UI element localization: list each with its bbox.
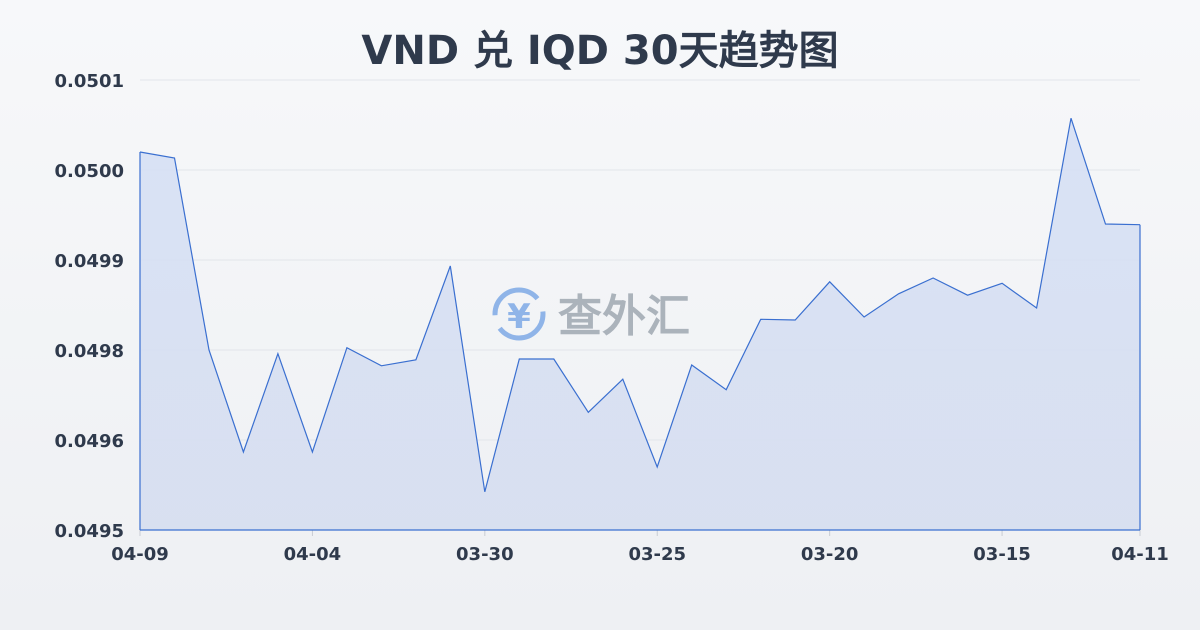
chart-title: VND 兑 IQD 30天趋势图: [361, 28, 839, 74]
watermark-text: 查外汇: [558, 291, 690, 342]
area-fill: [140, 118, 1140, 530]
x-tick-label: 04-11: [1111, 544, 1169, 565]
yen-exchange-icon: ¥: [492, 287, 546, 341]
x-tick-label: 03-30: [456, 544, 514, 565]
y-tick-label: 0.0500: [55, 161, 124, 182]
x-tick-label: 04-09: [111, 544, 169, 565]
y-tick-label: 0.0495: [55, 521, 124, 542]
data-points: [139, 118, 1141, 492]
x-tick-label: 03-15: [973, 544, 1031, 565]
x-tick-label: 03-20: [801, 544, 859, 565]
watermark: ¥ 查外汇: [492, 287, 690, 342]
y-tick-label: 0.0498: [55, 341, 124, 362]
x-tick-label: 03-25: [628, 544, 686, 565]
series-line: [139, 118, 1141, 492]
y-tick-label: 0.0501: [55, 71, 124, 92]
y-tick-label: 0.0496: [55, 431, 124, 452]
y-tick-label: 0.0499: [55, 251, 124, 272]
svg-text:¥: ¥: [507, 297, 531, 337]
x-tick-label: 04-04: [284, 544, 342, 565]
